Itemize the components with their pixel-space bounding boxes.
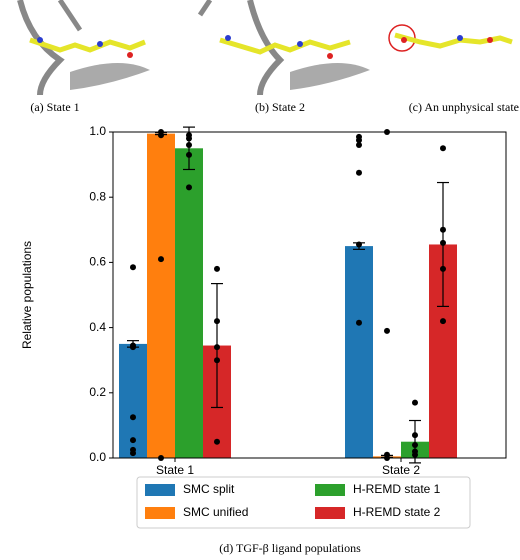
data-point — [214, 438, 220, 445]
y-axis-label: Relative populations — [20, 241, 34, 349]
legend-swatch — [315, 507, 345, 519]
legend-label: H-REMD state 2 — [353, 505, 441, 519]
data-point — [214, 357, 220, 364]
data-point — [440, 145, 446, 152]
plot-frame — [112, 131, 507, 459]
legend-label: SMC unified — [183, 505, 248, 519]
panel-caption: (c) An unphysical state — [409, 100, 519, 114]
figure-caption: (d) TGF-β ligand populations — [219, 541, 361, 555]
data-point — [356, 169, 362, 176]
data-point — [130, 414, 136, 421]
panel-b-image — [197, 0, 370, 96]
data-point — [384, 451, 390, 458]
data-point — [440, 265, 446, 272]
panel-caption: (a) State 1 — [30, 100, 79, 114]
data-point — [186, 135, 192, 142]
data-point — [356, 137, 362, 144]
legend-label: H-REMD state 1 — [353, 482, 441, 496]
legend-swatch — [145, 484, 175, 496]
data-point — [356, 142, 362, 149]
data-point — [158, 132, 164, 139]
bar — [345, 246, 373, 458]
data-point — [130, 450, 136, 457]
data-point — [440, 318, 446, 325]
panel-caption: (b) State 2 — [255, 100, 305, 114]
legend-swatch — [145, 507, 175, 519]
bar — [147, 133, 175, 458]
data-point — [356, 241, 362, 248]
data-point — [384, 327, 390, 334]
data-point — [412, 432, 418, 439]
y-tick-label: 0.6 — [89, 255, 106, 269]
y-tick-label: 1.0 — [89, 124, 106, 138]
data-point — [214, 265, 220, 272]
data-point — [214, 344, 220, 351]
panel-c-image — [388, 24, 513, 52]
y-tick-label: 0.4 — [89, 320, 106, 334]
x-tick-label: State 2 — [382, 463, 420, 477]
data-point — [130, 344, 136, 351]
legend-frame — [136, 476, 471, 529]
data-point — [186, 142, 192, 149]
y-tick-label: 0.0 — [89, 450, 106, 464]
y-tick-label: 0.8 — [89, 189, 106, 203]
data-point — [130, 264, 136, 271]
data-point — [130, 437, 136, 444]
legend-label: SMC split — [183, 482, 235, 496]
bar — [175, 148, 203, 459]
legend-swatch — [315, 484, 345, 496]
data-point — [214, 318, 220, 325]
data-point — [356, 319, 362, 326]
data-point — [440, 226, 446, 233]
x-tick-label: State 1 — [156, 463, 194, 477]
data-point — [158, 256, 164, 263]
y-tick-label: 0.2 — [89, 385, 106, 399]
data-point — [412, 451, 418, 458]
data-point — [186, 151, 192, 158]
data-point — [440, 239, 446, 246]
data-point — [412, 441, 418, 448]
panel-a-image — [17, 0, 150, 96]
data-point — [186, 184, 192, 191]
data-point — [412, 399, 418, 406]
